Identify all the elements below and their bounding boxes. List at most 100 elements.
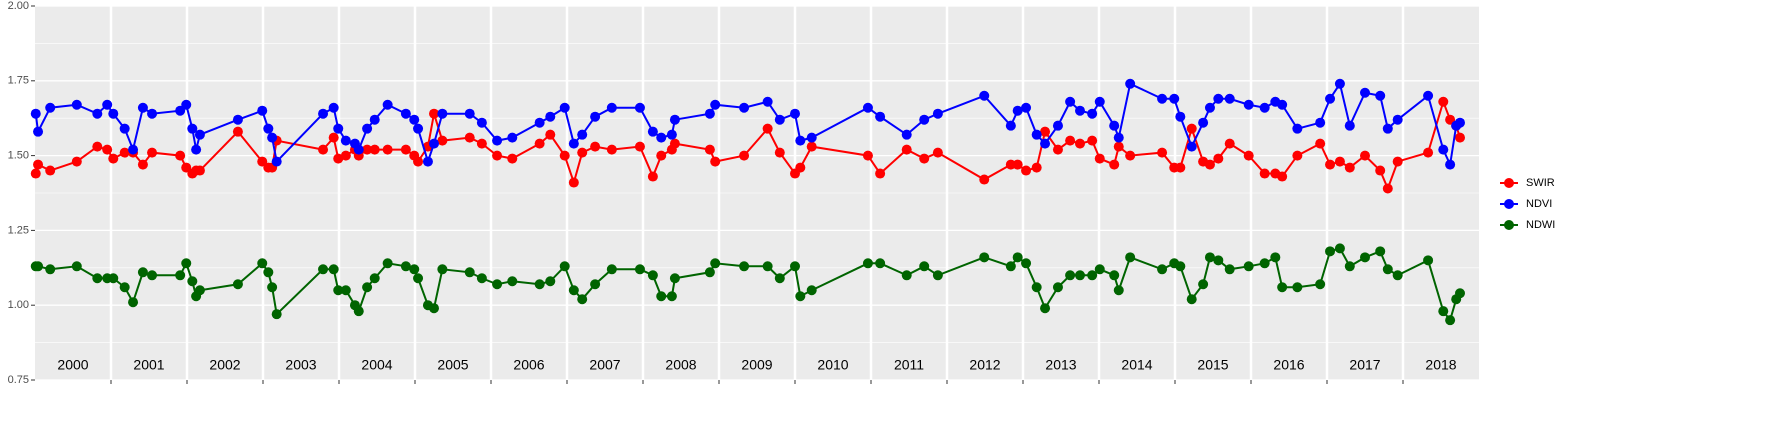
data-point	[271, 309, 282, 320]
data-point	[979, 174, 990, 185]
data-point	[232, 126, 243, 137]
data-point	[774, 114, 785, 125]
data-point	[762, 123, 773, 134]
data-point	[568, 138, 579, 149]
legend-key	[1504, 199, 1514, 209]
data-point	[704, 267, 715, 278]
year-label: 2008	[665, 357, 696, 373]
data-point	[577, 147, 588, 158]
data-point	[606, 102, 617, 113]
data-point	[1175, 162, 1186, 173]
data-point	[194, 165, 205, 176]
year-label: 2003	[285, 357, 316, 373]
data-point	[1012, 159, 1023, 170]
data-point	[476, 273, 487, 284]
data-point	[1213, 153, 1224, 164]
data-point	[806, 132, 817, 143]
data-point	[263, 123, 274, 134]
data-point	[353, 306, 364, 317]
data-point	[328, 132, 339, 143]
data-point	[33, 261, 44, 272]
data-point	[1204, 252, 1215, 263]
data-point	[790, 261, 800, 272]
data-point	[507, 132, 518, 143]
data-point	[400, 108, 411, 119]
data-point	[119, 147, 130, 158]
data-point	[1392, 270, 1403, 281]
data-point	[191, 144, 202, 155]
data-point	[634, 141, 645, 152]
data-point	[507, 276, 518, 287]
data-point	[369, 273, 380, 284]
data-point	[1204, 102, 1215, 113]
data-point	[568, 285, 579, 296]
data-point	[1031, 162, 1042, 173]
data-point	[1375, 246, 1386, 257]
y-tick-label: 0.75	[8, 374, 29, 386]
year-label: 2004	[361, 357, 392, 373]
data-point	[1113, 285, 1124, 296]
data-point	[147, 147, 158, 158]
data-point	[340, 285, 351, 296]
data-point	[1094, 153, 1105, 164]
legend-label: SWIR	[1526, 177, 1555, 189]
data-point	[656, 132, 667, 143]
data-point	[795, 291, 806, 302]
data-point	[1344, 261, 1355, 272]
data-point	[1259, 168, 1270, 179]
data-point	[1075, 105, 1085, 116]
year-label: 2000	[57, 357, 88, 373]
y-tick-label: 1.75	[8, 75, 29, 87]
data-point	[1052, 120, 1063, 131]
data-point	[333, 285, 344, 296]
data-point	[181, 258, 192, 269]
data-point	[187, 123, 198, 134]
data-point	[369, 144, 380, 155]
data-point	[71, 156, 82, 167]
data-point	[1094, 264, 1105, 275]
data-point	[1315, 138, 1326, 149]
data-point	[1224, 93, 1235, 104]
year-label: 2012	[969, 357, 1000, 373]
data-point	[137, 102, 148, 113]
data-point	[271, 156, 282, 167]
data-point	[577, 294, 588, 305]
data-point	[257, 105, 268, 116]
data-point	[429, 303, 439, 314]
data-point	[1455, 132, 1465, 143]
data-point	[1392, 114, 1403, 125]
data-point	[669, 273, 680, 284]
data-point	[901, 144, 912, 155]
data-point	[806, 285, 817, 296]
data-point	[1031, 282, 1042, 293]
data-point	[669, 138, 680, 149]
data-point	[1344, 120, 1355, 131]
data-point	[1175, 261, 1186, 272]
data-point	[647, 270, 658, 281]
data-point	[704, 144, 715, 155]
data-point	[710, 258, 721, 269]
data-point	[1292, 282, 1303, 293]
data-point	[762, 261, 773, 272]
data-point	[45, 102, 56, 113]
data-point	[875, 258, 886, 269]
data-point	[1382, 183, 1393, 194]
data-point	[175, 270, 186, 281]
data-point	[400, 261, 411, 272]
data-point	[1423, 90, 1434, 101]
data-point	[92, 108, 103, 119]
data-point	[1094, 96, 1105, 107]
data-point	[71, 261, 82, 272]
data-point	[1198, 279, 1209, 290]
data-point	[875, 168, 886, 179]
data-point	[318, 264, 329, 275]
data-point	[1334, 243, 1345, 254]
data-point	[400, 144, 411, 155]
data-point	[1334, 78, 1345, 89]
data-point	[362, 144, 373, 155]
data-point	[762, 96, 773, 107]
data-point	[409, 264, 420, 275]
data-point	[267, 132, 278, 143]
data-point	[1065, 96, 1076, 107]
data-point	[194, 285, 205, 296]
